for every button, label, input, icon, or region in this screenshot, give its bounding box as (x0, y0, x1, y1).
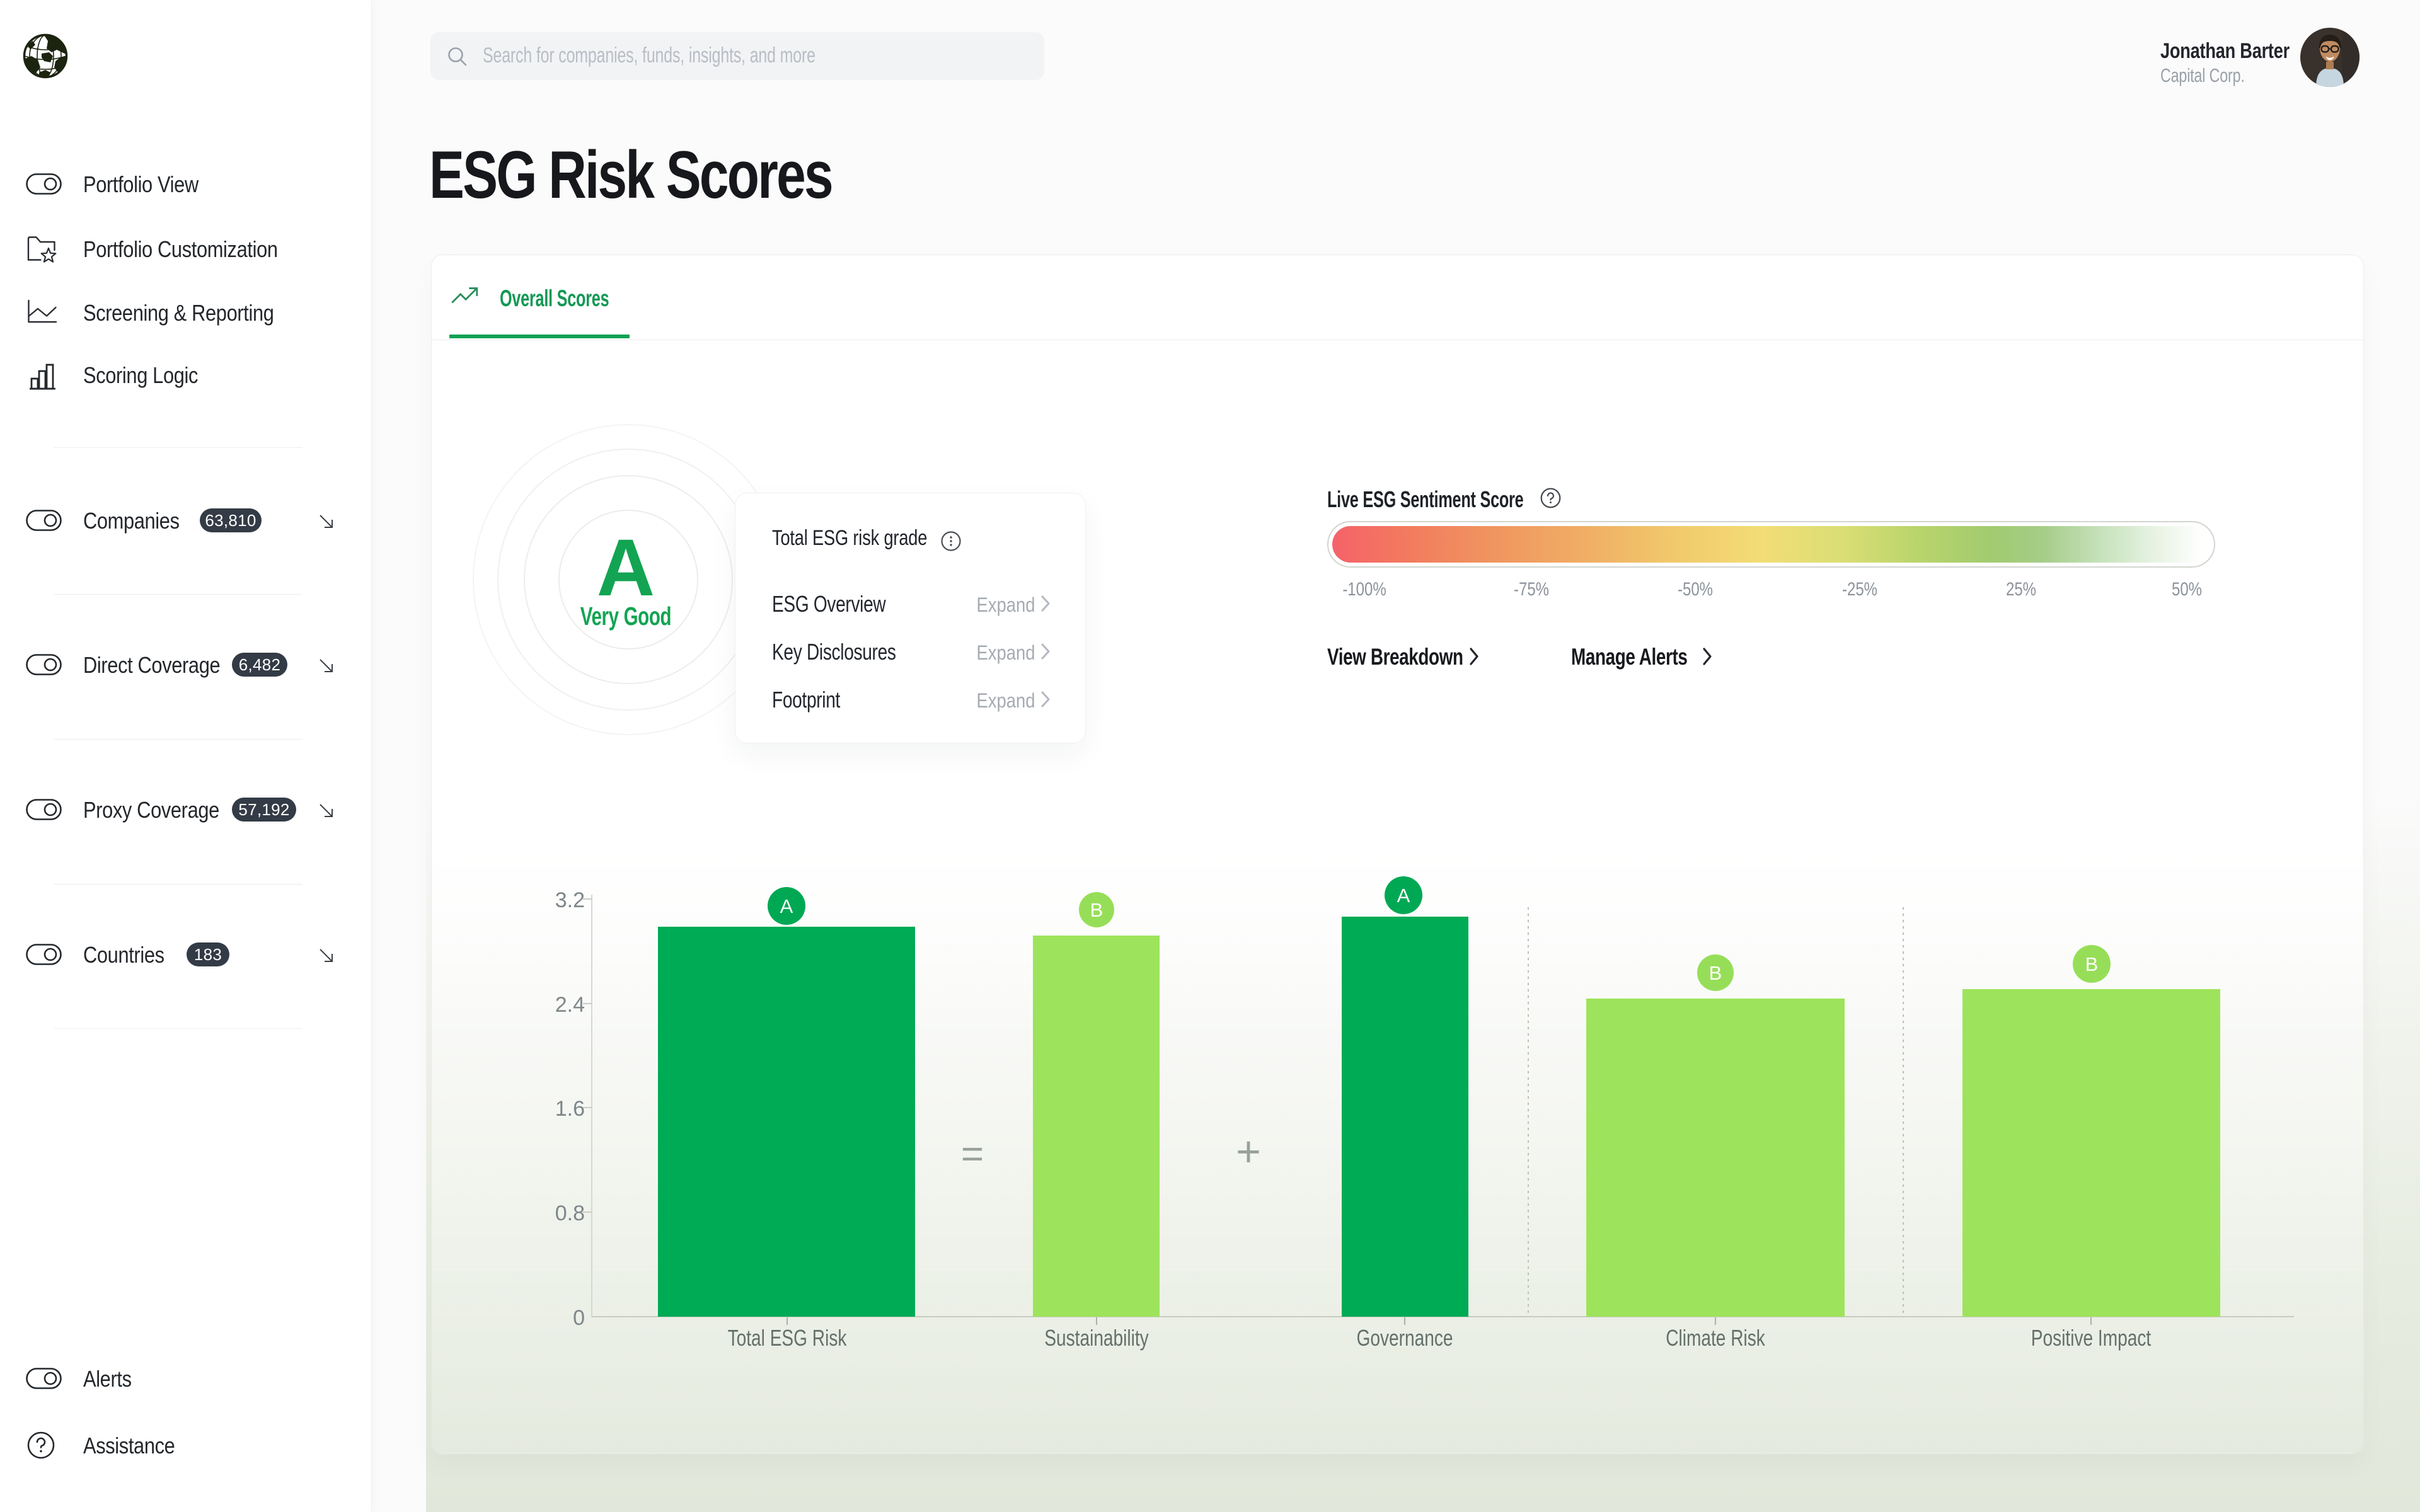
svg-text:B: B (1709, 962, 1722, 984)
svg-text:A: A (780, 895, 793, 917)
svg-text:A: A (1397, 885, 1410, 907)
svg-text:B: B (1090, 899, 1103, 921)
svg-text:B: B (2085, 953, 2099, 975)
